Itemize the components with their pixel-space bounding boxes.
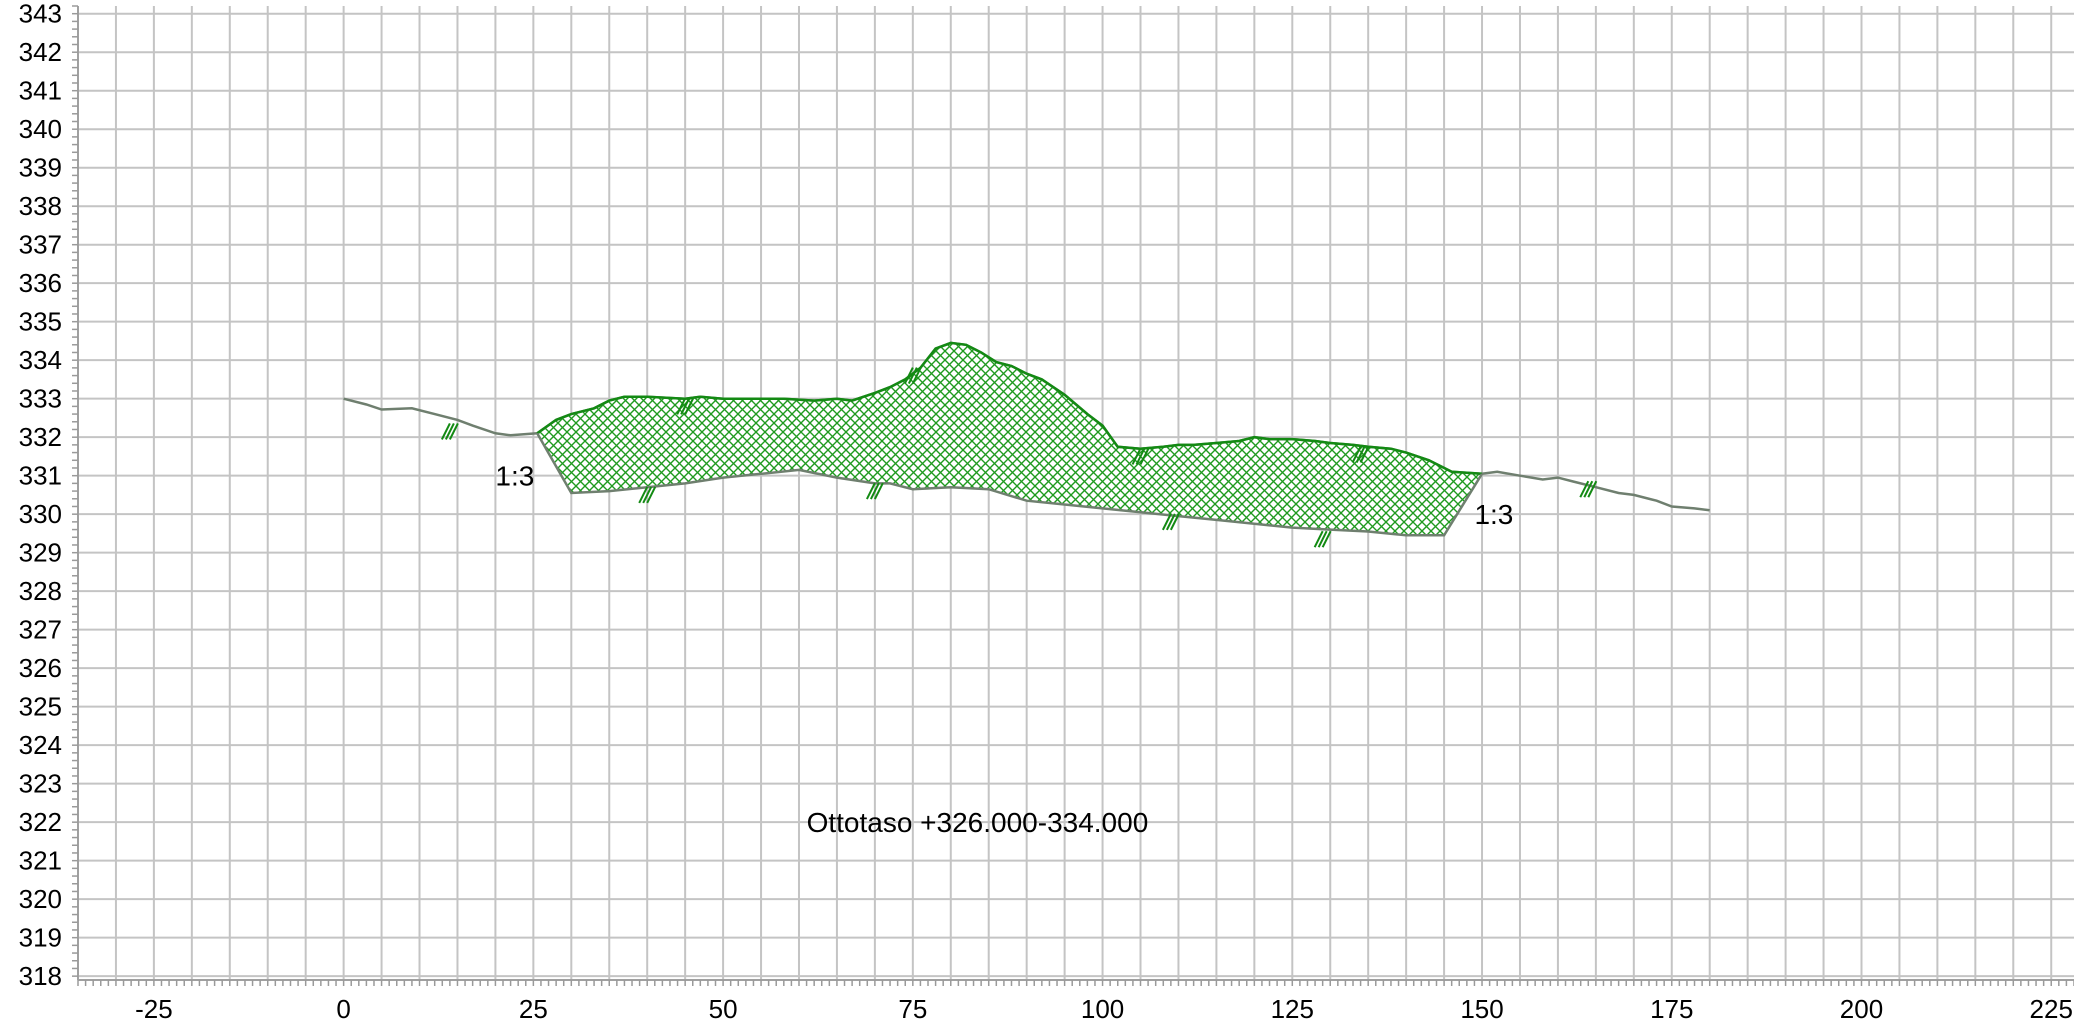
x-tick-label: 100	[1081, 994, 1124, 1024]
x-tick-labels: -25 0 25 50 75 100 125 150 175 200 225	[135, 994, 2073, 1024]
y-tick-label: 326	[19, 653, 62, 683]
y-tick-label: 340	[19, 114, 62, 144]
y-tick-label: 319	[19, 923, 62, 953]
y-tick-label: 320	[19, 884, 62, 914]
slope-mark-stroke	[867, 483, 875, 499]
annotation-label: Ottotaso +326.000-334.000	[807, 807, 1149, 838]
x-tick-label: 125	[1271, 994, 1314, 1024]
x-tick-label: -25	[135, 994, 173, 1024]
y-tick-label: 318	[19, 961, 62, 991]
excavation-area	[537, 343, 1482, 535]
y-tick-label: 338	[19, 191, 62, 221]
annotation-label: 1:3	[495, 461, 534, 492]
y-tick-label: 328	[19, 576, 62, 606]
slope-mark-stroke	[647, 487, 655, 503]
y-tick-label: 325	[19, 692, 62, 722]
x-tick-label: 25	[519, 994, 548, 1024]
excavation-area-layer	[537, 343, 1482, 535]
y-tick-label: 341	[19, 76, 62, 106]
slope-mark-stroke	[875, 483, 883, 499]
y-tick-label: 342	[19, 37, 62, 67]
x-tick-label: 50	[709, 994, 738, 1024]
slope-mark	[1315, 531, 1331, 547]
y-tick-label: 322	[19, 807, 62, 837]
slope-mark-stroke	[639, 487, 647, 503]
y-tick-label: 331	[19, 461, 62, 491]
x-tick-label: 225	[2030, 994, 2073, 1024]
x-tick-label: 75	[898, 994, 927, 1024]
slope-mark-stroke	[1315, 531, 1323, 547]
y-tick-label: 329	[19, 538, 62, 568]
y-tick-label: 335	[19, 307, 62, 337]
y-tick-label: 323	[19, 769, 62, 799]
y-tick-label: 337	[19, 230, 62, 260]
slope-mark-stroke	[1163, 514, 1171, 530]
y-tick-label: 336	[19, 268, 62, 298]
y-tick-label: 333	[19, 384, 62, 414]
x-tick-label: 0	[336, 994, 350, 1024]
y-tick-label: 343	[19, 0, 62, 29]
x-tick-label: 150	[1460, 994, 1503, 1024]
x-tick-label: 175	[1650, 994, 1693, 1024]
y-tick-label: 339	[19, 153, 62, 183]
y-tick-labels: 318 319 320 321 322 323 324 325 326 327 328 329 330 3…	[19, 0, 62, 991]
x-tick-label: 200	[1840, 994, 1883, 1024]
y-tick-label: 324	[19, 730, 62, 760]
y-tick-label: 330	[19, 499, 62, 529]
y-tick-label: 327	[19, 615, 62, 645]
annotation-label: 1:3	[1474, 499, 1513, 530]
slope-mark-stroke	[1319, 531, 1327, 547]
y-tick-label: 332	[19, 422, 62, 452]
y-tick-label: 334	[19, 345, 62, 375]
y-tick-label: 321	[19, 846, 62, 876]
